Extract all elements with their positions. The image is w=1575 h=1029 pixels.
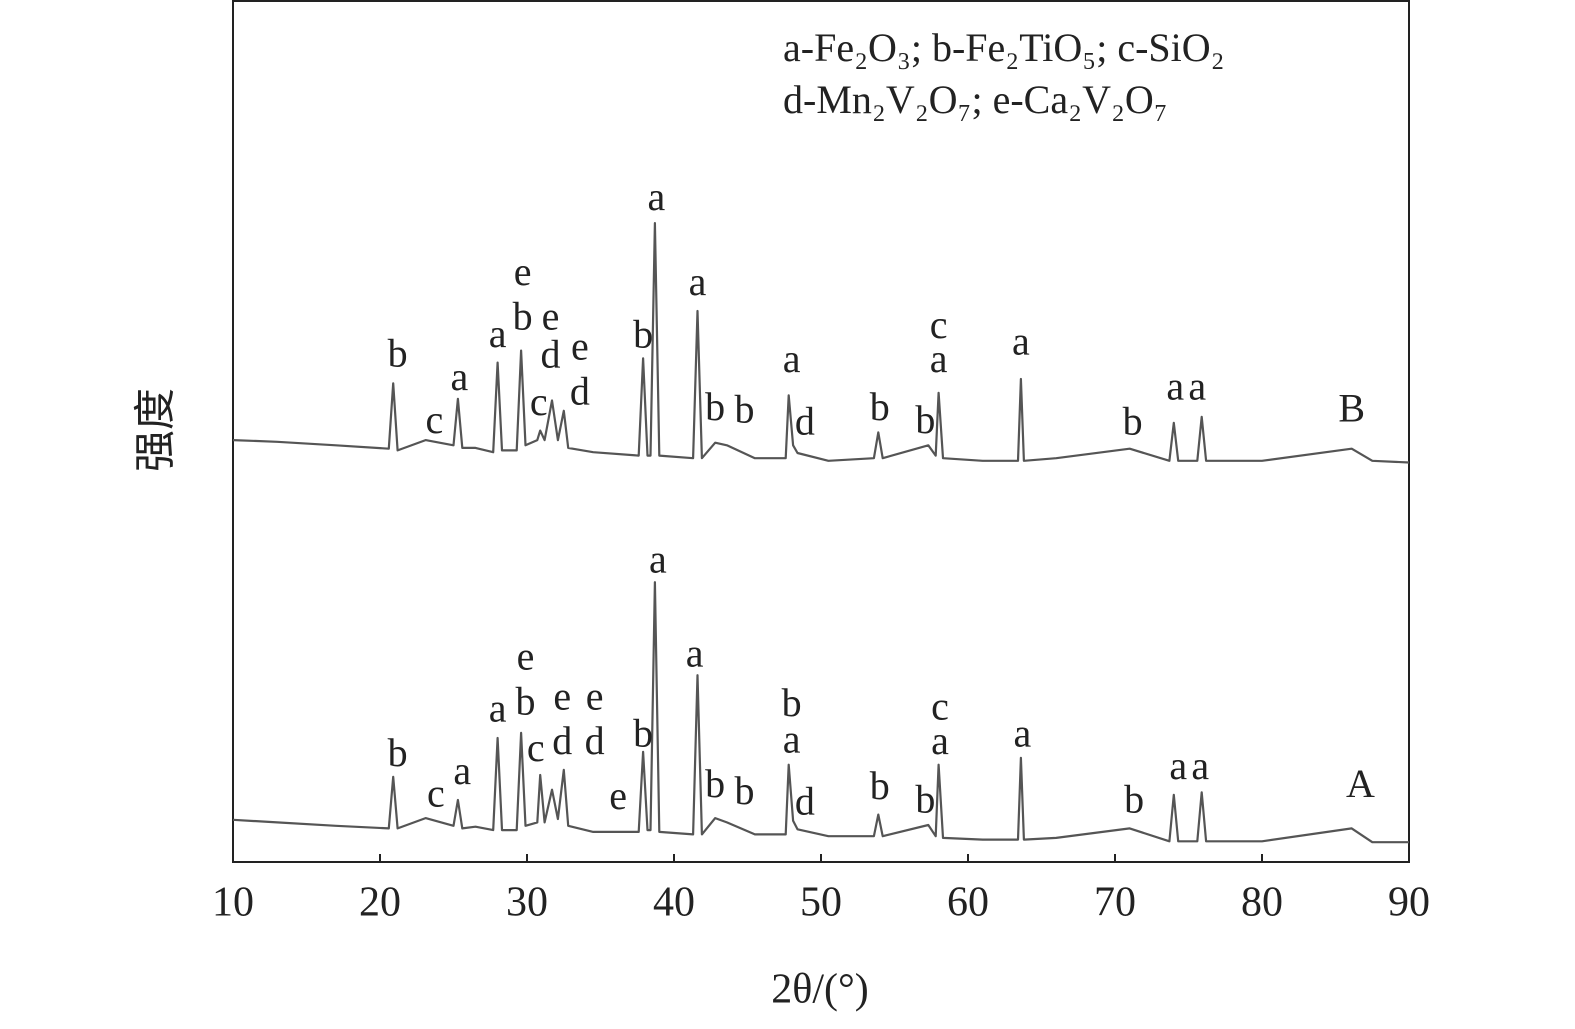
peak-label: b <box>388 331 408 376</box>
peak-label: c <box>930 302 948 347</box>
peak-label: d <box>795 778 815 823</box>
plot-frame <box>232 0 1410 863</box>
y-axis-label: 强度 <box>134 388 180 472</box>
x-tick-label: 70 <box>1094 880 1136 926</box>
peak-label: d <box>552 718 572 763</box>
peak-label: e <box>553 673 571 718</box>
peak-label: b <box>870 763 890 808</box>
peak-label: a <box>686 630 704 675</box>
peak-label: a <box>689 259 707 304</box>
peak-label: b <box>735 768 755 813</box>
peak-label: a <box>647 174 665 219</box>
peak-label: a <box>1191 743 1209 788</box>
peak-label: a <box>783 716 801 761</box>
peak-label: a <box>1014 710 1032 755</box>
x-tick-label: 10 <box>212 880 254 926</box>
peak-label: a <box>453 748 471 793</box>
peak-label: e <box>517 634 535 679</box>
peak-label: b <box>705 761 725 806</box>
peak-label: a <box>489 311 507 356</box>
peak-label: b <box>1124 777 1144 822</box>
legend-line: a-Fe₂O₃; b-Fe₂TiO₅; c-SiO₂ <box>783 25 1225 70</box>
series-label: B <box>1338 386 1365 431</box>
peak-label: b <box>633 312 653 357</box>
peak-label: b <box>735 387 755 432</box>
legend-line: d-Mn₂V₂O₇; e-Ca₂V₂O₇ <box>783 77 1168 122</box>
peak-label: a <box>931 718 949 763</box>
x-tick-label: 80 <box>1241 880 1283 926</box>
peak-label: a <box>1188 363 1206 408</box>
x-tick-label: 30 <box>506 880 548 926</box>
peak-label: d <box>795 399 815 444</box>
peak-label: b <box>705 384 725 429</box>
peak-label: b <box>513 294 533 339</box>
peak-label: d <box>570 369 590 414</box>
peak-label: a <box>783 336 801 381</box>
peak-label: e <box>542 294 560 339</box>
x-tick-label: 50 <box>800 880 842 926</box>
peak-label: b <box>915 777 935 822</box>
peak-label: b <box>1123 399 1143 444</box>
xrd-trace <box>232 581 1409 844</box>
peak-label: b <box>388 730 408 775</box>
peak-label: b <box>633 710 653 755</box>
peak-label: e <box>586 673 604 718</box>
x-tick-label: 40 <box>653 880 695 926</box>
peak-label: a <box>489 685 507 730</box>
series-label: A <box>1346 761 1375 806</box>
peak-label: a <box>1166 363 1184 408</box>
x-tick-label: 20 <box>359 880 401 926</box>
peak-label: e <box>514 249 532 294</box>
peak-label: d <box>585 718 605 763</box>
peak-label: a <box>450 354 468 399</box>
peak-label: c <box>427 771 445 816</box>
peak-label: b <box>782 680 802 725</box>
xrd-trace <box>232 222 1410 464</box>
peak-label: d <box>541 331 561 376</box>
peak-label: a <box>1012 319 1030 364</box>
x-tick-label: 60 <box>947 880 989 926</box>
peak-label: c <box>426 397 444 442</box>
peak-label: b <box>870 384 890 429</box>
peak-label: c <box>527 725 545 770</box>
peak-label: e <box>609 773 627 818</box>
peak-label: e <box>571 324 589 369</box>
peak-label: b <box>516 678 536 723</box>
peak-label: c <box>530 379 548 424</box>
peak-label: a <box>649 536 667 581</box>
peak-label: a <box>930 336 948 381</box>
peak-label: a <box>1169 743 1187 788</box>
peak-label: c <box>931 684 949 729</box>
x-tick-label: 90 <box>1388 880 1430 926</box>
peak-label: b <box>915 397 935 442</box>
x-axis-label: 2θ/(°) <box>771 967 869 1013</box>
